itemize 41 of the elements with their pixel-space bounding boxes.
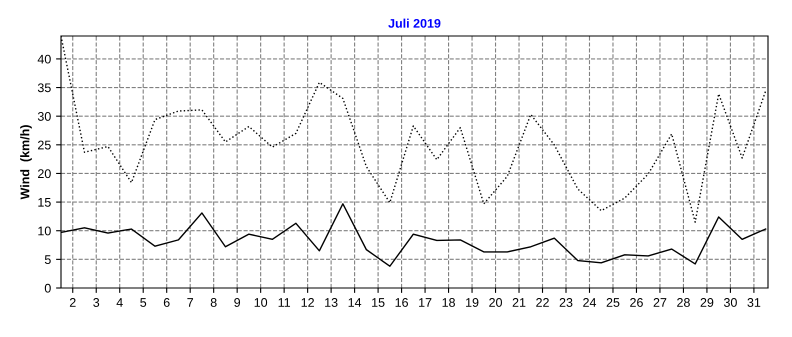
- x-tick-label: 21: [512, 298, 526, 307]
- x-tick-label: 9: [234, 298, 240, 307]
- x-tick-label: 3: [93, 298, 100, 307]
- y-tick-label: 5: [44, 255, 51, 264]
- x-tick-label: 6: [164, 298, 170, 307]
- y-axis-title: Wind (km/h): [20, 125, 32, 200]
- y-tick-label: 20: [38, 169, 51, 178]
- x-tick-label: 19: [466, 298, 478, 307]
- x-tick-label: 18: [442, 298, 455, 307]
- y-tick-label: 15: [38, 198, 51, 207]
- y-tick-label: 30: [38, 112, 51, 121]
- x-tick-label: 31: [747, 298, 760, 307]
- x-tick-label: 10: [254, 298, 268, 307]
- x-tick-label: 28: [677, 298, 690, 307]
- y-tick-label: 0: [44, 284, 51, 293]
- x-tick-label: 26: [630, 298, 643, 307]
- x-tick-label: 16: [396, 298, 408, 307]
- y-tick-label: 10: [38, 226, 51, 236]
- y-tick-label: 35: [38, 83, 51, 92]
- x-tick-label: 14: [348, 298, 362, 307]
- x-tick-label: 25: [606, 298, 620, 307]
- x-tick-label: 30: [724, 298, 737, 307]
- chart-title: Juli 2019: [388, 18, 440, 28]
- x-tick-label: 29: [700, 298, 714, 307]
- x-tick-label: 8: [210, 298, 217, 307]
- x-tick-label: 15: [372, 298, 385, 307]
- x-tick-label: 2: [70, 298, 76, 307]
- x-tick-label: 13: [325, 298, 338, 307]
- y-tick-label: 40: [38, 54, 51, 64]
- x-tick-label: 17: [419, 298, 432, 307]
- x-tick-label: 12: [302, 298, 314, 307]
- y-tick-label: 25: [38, 140, 51, 150]
- x-tick-label: 11: [278, 298, 290, 307]
- x-tick-label: 5: [140, 298, 146, 307]
- x-tick-label: 22: [536, 298, 549, 307]
- x-tick-label: 7: [187, 298, 194, 307]
- x-tick-label: 20: [489, 298, 502, 307]
- x-tick-label: 24: [583, 298, 596, 307]
- x-tick-label: 27: [654, 298, 666, 307]
- x-tick-label: 23: [560, 298, 572, 307]
- x-tick-label: 4: [116, 298, 123, 307]
